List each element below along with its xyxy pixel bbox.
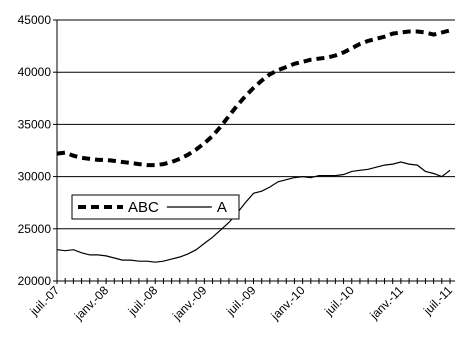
- y-tick-label: 45000: [18, 13, 52, 27]
- y-tick-label: 30000: [18, 170, 52, 184]
- x-tick-label: juil.-11: [420, 283, 455, 318]
- x-tick-label: janv.-09: [169, 283, 209, 323]
- x-tick-label: janv.-08: [71, 283, 111, 323]
- legend-label: ABC: [128, 199, 159, 216]
- x-tick-label: juil.-09: [223, 283, 259, 319]
- x-tick-label: juil.-10: [321, 283, 357, 319]
- series-line: [56, 28, 451, 168]
- y-tick-label: 25000: [18, 222, 52, 236]
- legend: ABC A: [71, 194, 240, 220]
- x-tick-label: juil.-07: [27, 283, 63, 319]
- x-tick-label: janv.-11: [366, 283, 406, 323]
- x-tick-label: janv.-10: [268, 283, 308, 323]
- legend-label: A: [217, 199, 227, 216]
- x-tick-label: juil.-08: [125, 283, 161, 319]
- series-line: [56, 161, 451, 263]
- y-tick-label: 20000: [18, 274, 52, 288]
- y-tick-label: 35000: [18, 117, 52, 131]
- y-tick-label: 40000: [18, 65, 52, 79]
